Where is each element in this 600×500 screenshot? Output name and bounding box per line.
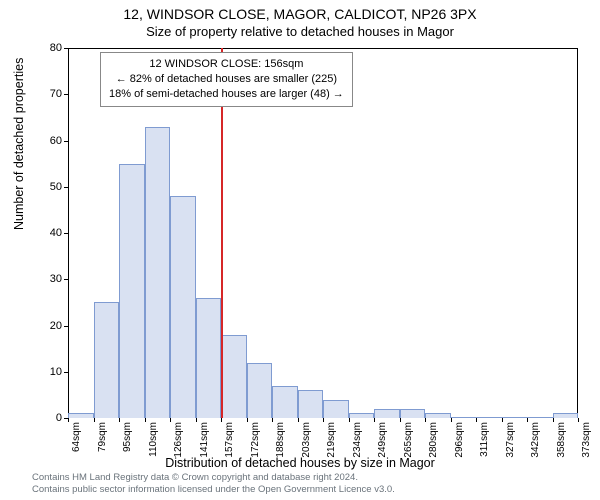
histogram-bar bbox=[476, 417, 502, 418]
histogram-bar bbox=[502, 417, 528, 418]
x-tick-label: 110sqm bbox=[148, 422, 159, 457]
x-tick-label: 327sqm bbox=[505, 422, 516, 458]
x-tick-label: 188sqm bbox=[275, 422, 286, 458]
histogram-bar bbox=[374, 409, 400, 418]
x-tick-label: 126sqm bbox=[173, 422, 184, 458]
x-tick-mark bbox=[553, 418, 554, 422]
histogram-bar bbox=[553, 413, 579, 418]
histogram-bar bbox=[94, 302, 120, 418]
y-tick-mark bbox=[64, 94, 68, 95]
histogram-bar bbox=[145, 127, 171, 418]
x-tick-mark bbox=[119, 418, 120, 422]
y-tick-label: 40 bbox=[50, 227, 62, 239]
y-tick-mark bbox=[64, 372, 68, 373]
x-tick-label: 219sqm bbox=[326, 422, 337, 458]
y-tick-mark bbox=[64, 187, 68, 188]
top-spine bbox=[68, 48, 578, 49]
y-axis-spine bbox=[68, 48, 69, 418]
x-tick-mark bbox=[94, 418, 95, 422]
x-tick-label: 296sqm bbox=[454, 422, 465, 458]
y-tick-label: 30 bbox=[50, 273, 62, 285]
y-tick-mark bbox=[64, 326, 68, 327]
x-tick-label: 95sqm bbox=[122, 422, 133, 452]
title-line-2: Size of property relative to detached ho… bbox=[0, 24, 600, 39]
histogram-bar bbox=[247, 363, 273, 419]
x-tick-label: 249sqm bbox=[377, 422, 388, 458]
right-spine bbox=[577, 48, 578, 418]
footer-attribution: Contains HM Land Registry data © Crown c… bbox=[32, 472, 395, 496]
y-tick-label: 80 bbox=[50, 42, 62, 54]
x-tick-label: 172sqm bbox=[250, 422, 261, 458]
x-tick-label: 203sqm bbox=[301, 422, 312, 458]
histogram-bar bbox=[451, 417, 477, 418]
histogram-bar bbox=[400, 409, 426, 418]
x-tick-label: 234sqm bbox=[352, 422, 363, 458]
y-tick-label: 60 bbox=[50, 135, 62, 147]
y-tick-mark bbox=[64, 279, 68, 280]
chart-plot-area: 0102030405060708064sqm79sqm95sqm110sqm12… bbox=[68, 48, 578, 418]
annotation-line-2: ← 82% of detached houses are smaller (22… bbox=[109, 72, 344, 87]
x-tick-mark bbox=[451, 418, 452, 422]
x-tick-mark bbox=[298, 418, 299, 422]
x-tick-mark bbox=[323, 418, 324, 422]
x-axis-label: Distribution of detached houses by size … bbox=[0, 456, 600, 470]
x-tick-mark bbox=[476, 418, 477, 422]
x-tick-mark bbox=[349, 418, 350, 422]
x-tick-mark bbox=[145, 418, 146, 422]
histogram-bar bbox=[119, 164, 145, 418]
x-tick-mark bbox=[196, 418, 197, 422]
y-tick-label: 0 bbox=[56, 412, 62, 424]
x-tick-label: 311sqm bbox=[479, 422, 490, 457]
histogram-bar bbox=[425, 413, 451, 418]
histogram-bar bbox=[272, 386, 298, 418]
y-tick-label: 50 bbox=[50, 181, 62, 193]
histogram-bar bbox=[170, 196, 196, 418]
histogram-bar bbox=[221, 335, 247, 418]
x-tick-label: 64sqm bbox=[71, 422, 82, 452]
histogram-bar bbox=[196, 298, 222, 418]
x-tick-label: 79sqm bbox=[97, 422, 108, 452]
x-tick-mark bbox=[527, 418, 528, 422]
y-tick-mark bbox=[64, 233, 68, 234]
annotation-line-3: 18% of semi-detached houses are larger (… bbox=[109, 87, 344, 102]
x-tick-label: 280sqm bbox=[428, 422, 439, 458]
x-tick-label: 141sqm bbox=[199, 422, 210, 458]
histogram-bar bbox=[68, 413, 94, 418]
annotation-box: 12 WINDSOR CLOSE: 156sqm ← 82% of detach… bbox=[100, 52, 353, 107]
y-tick-label: 70 bbox=[50, 88, 62, 100]
x-tick-mark bbox=[68, 418, 69, 422]
chart-title-block: 12, WINDSOR CLOSE, MAGOR, CALDICOT, NP26… bbox=[0, 0, 600, 39]
histogram-bar bbox=[298, 390, 324, 418]
x-tick-mark bbox=[502, 418, 503, 422]
histogram-bar bbox=[349, 413, 375, 418]
x-tick-mark bbox=[221, 418, 222, 422]
y-tick-mark bbox=[64, 141, 68, 142]
annotation-line-1: 12 WINDSOR CLOSE: 156sqm bbox=[109, 57, 344, 72]
y-tick-mark bbox=[64, 48, 68, 49]
x-tick-mark bbox=[425, 418, 426, 422]
x-tick-label: 265sqm bbox=[403, 422, 414, 458]
x-tick-label: 373sqm bbox=[581, 422, 592, 458]
y-tick-label: 20 bbox=[50, 320, 62, 332]
title-line-1: 12, WINDSOR CLOSE, MAGOR, CALDICOT, NP26… bbox=[0, 6, 600, 22]
histogram-bar bbox=[323, 400, 349, 419]
x-tick-mark bbox=[170, 418, 171, 422]
x-tick-mark bbox=[374, 418, 375, 422]
y-axis-label: Number of detached properties bbox=[12, 58, 26, 230]
x-tick-mark bbox=[400, 418, 401, 422]
x-tick-mark bbox=[272, 418, 273, 422]
histogram-bar bbox=[527, 417, 553, 418]
x-tick-mark bbox=[247, 418, 248, 422]
y-tick-label: 10 bbox=[50, 366, 62, 378]
x-tick-label: 342sqm bbox=[530, 422, 541, 458]
x-tick-label: 157sqm bbox=[224, 422, 235, 458]
x-tick-mark bbox=[578, 418, 579, 422]
x-tick-label: 358sqm bbox=[556, 422, 567, 458]
